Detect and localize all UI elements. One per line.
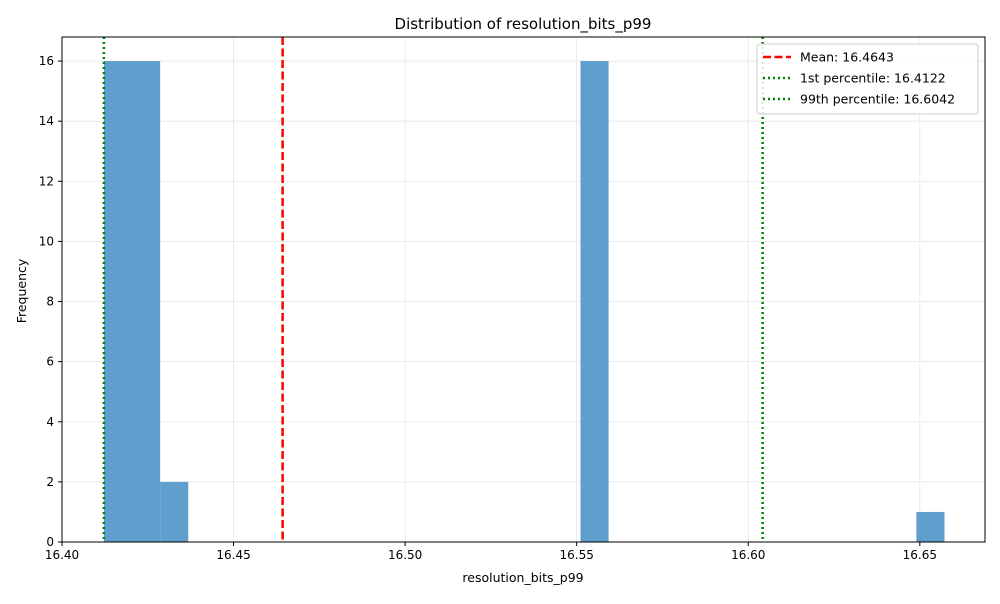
x-tick-label: 16.60 [731, 548, 765, 562]
x-tick-label: 16.40 [45, 548, 79, 562]
x-tick-label: 16.55 [560, 548, 594, 562]
legend-box [756, 43, 979, 115]
histogram-bar [160, 481, 189, 542]
y-tick-label: 10 [39, 234, 54, 248]
histogram-bar [916, 511, 945, 542]
y-tick-label: 0 [46, 535, 54, 549]
y-ticks: 0 2 4 6 8 10 12 14 16 [39, 54, 62, 549]
x-ticks: 16.40 16.45 16.50 16.55 16.60 16.65 [45, 542, 937, 562]
y-tick-label: 12 [39, 174, 54, 188]
x-axis-label: resolution_bits_p99 [462, 570, 583, 585]
bars [103, 61, 945, 543]
histogram-bar [580, 61, 609, 543]
x-tick-label: 16.45 [216, 548, 250, 562]
reference-lines [102, 37, 764, 542]
x-tick-label: 16.50 [388, 548, 422, 562]
axes [61, 36, 986, 543]
histogram-bar [131, 61, 161, 543]
chart-title: Distribution of resolution_bits_p99 [395, 15, 652, 34]
y-tick-label: 14 [39, 114, 54, 128]
y-axis-label: Frequency [14, 258, 29, 323]
y-tick-label: 8 [46, 295, 54, 309]
y-tick-label: 16 [39, 54, 54, 68]
legend-label: Mean: 16.4643 [800, 50, 894, 65]
x-tick-label: 16.65 [903, 548, 937, 562]
plot-frame [61, 36, 986, 543]
y-tick-label: 6 [46, 355, 54, 369]
y-tick-label: 4 [46, 415, 54, 429]
y-tick-label: 2 [46, 475, 54, 489]
legend-label: 1st percentile: 16.4122 [800, 71, 946, 86]
legend-label: 99th percentile: 16.6042 [800, 92, 955, 107]
legend: Mean: 16.4643 1st percentile: 16.4122 99th… [756, 43, 979, 115]
grid [61, 37, 985, 543]
histogram-bar [103, 61, 132, 543]
